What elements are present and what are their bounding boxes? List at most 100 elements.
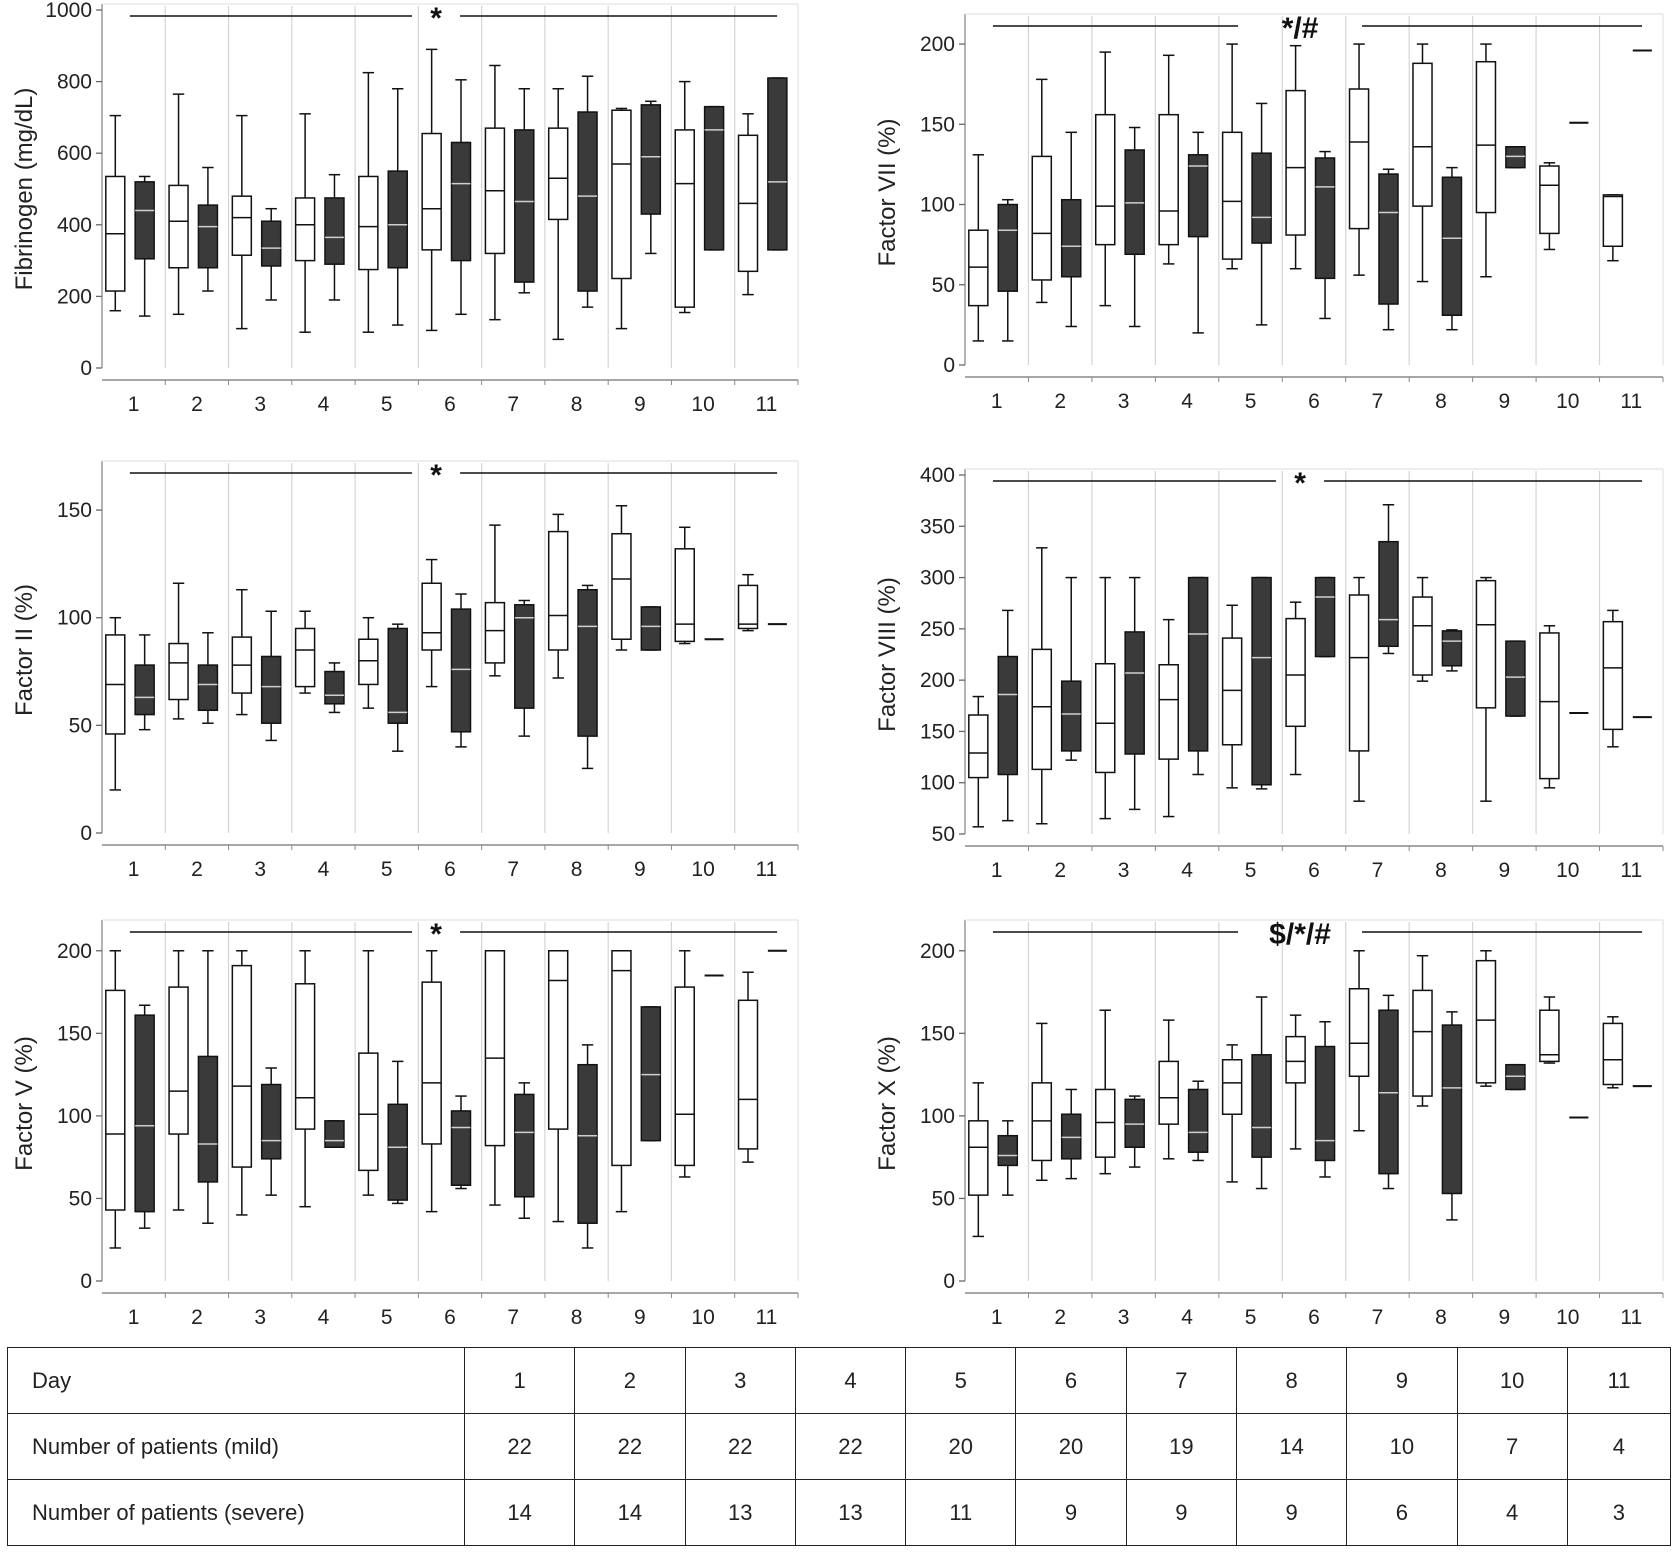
box-iqr bbox=[1285, 617, 1306, 728]
box-mild bbox=[1348, 43, 1370, 276]
box-mild bbox=[1285, 1014, 1306, 1150]
box-iqr bbox=[1221, 131, 1243, 260]
box-severe bbox=[1378, 503, 1399, 655]
box-iqr bbox=[737, 999, 759, 1150]
box-iqr bbox=[1060, 680, 1082, 752]
box-iqr bbox=[105, 989, 126, 1211]
x-tick-label: 2 bbox=[1054, 859, 1066, 882]
box-severe bbox=[1251, 102, 1272, 326]
box-iqr bbox=[577, 1063, 598, 1224]
box-severe bbox=[260, 610, 282, 742]
x-tick-label: 4 bbox=[1181, 1306, 1193, 1329]
box-iqr bbox=[1285, 1035, 1306, 1084]
y-axis-label: Factor II (%) bbox=[11, 584, 38, 716]
box-iqr bbox=[1602, 1022, 1624, 1086]
y-tick-label: 0 bbox=[80, 1270, 92, 1293]
y-tick-label: 100 bbox=[920, 772, 955, 795]
x-tick-label: 5 bbox=[381, 393, 393, 416]
box-iqr bbox=[197, 204, 219, 269]
x-tick-label: 11 bbox=[755, 393, 777, 416]
box-iqr bbox=[168, 642, 189, 701]
box-severe bbox=[450, 79, 472, 316]
box-mild bbox=[358, 950, 379, 1196]
x-tick-label: 4 bbox=[318, 393, 330, 416]
table-cell: 20 bbox=[905, 1413, 1017, 1480]
box-iqr bbox=[1412, 62, 1433, 207]
box-severe bbox=[387, 1060, 408, 1205]
box-mild bbox=[737, 113, 759, 296]
table-cell: 22 bbox=[463, 1413, 576, 1480]
box-iqr bbox=[231, 964, 253, 1168]
box-iqr bbox=[197, 664, 219, 712]
box-mild bbox=[484, 524, 506, 677]
box-iqr bbox=[674, 986, 695, 1167]
table-cell: 9 bbox=[1125, 1479, 1237, 1546]
table-cell: 1 bbox=[463, 1347, 576, 1414]
box-severe bbox=[134, 1004, 155, 1229]
box-iqr bbox=[1060, 198, 1082, 278]
box-severe bbox=[197, 950, 219, 1224]
y-tick-label: 0 bbox=[943, 354, 955, 377]
box-severe bbox=[577, 584, 598, 770]
box-mild bbox=[421, 558, 442, 688]
table-cell: 6 bbox=[1015, 1347, 1127, 1414]
box-severe bbox=[1187, 576, 1209, 776]
x-tick-label: 11 bbox=[755, 858, 777, 881]
box-iqr bbox=[484, 950, 506, 1147]
box-iqr bbox=[387, 627, 408, 724]
box-mild bbox=[1412, 576, 1433, 682]
y-tick-label: 0 bbox=[80, 822, 92, 845]
box-severe bbox=[577, 75, 598, 308]
box-mild bbox=[1158, 618, 1179, 818]
chart-panel: 0 200 400 600 800 1000 1 2 3 4 5 6 7 8 9 10 11 Fibrinogen… bbox=[11, 0, 799, 416]
x-tick-label: 9 bbox=[1499, 1306, 1511, 1329]
significance-marker: * bbox=[430, 459, 442, 492]
box-iqr bbox=[997, 203, 1019, 292]
box-iqr bbox=[968, 714, 989, 779]
box-iqr bbox=[168, 986, 189, 1135]
box-iqr bbox=[134, 664, 155, 716]
box-iqr bbox=[231, 195, 253, 256]
box-iqr bbox=[358, 175, 379, 271]
box-iqr bbox=[514, 604, 535, 709]
x-tick-label: 11 bbox=[755, 1306, 777, 1329]
box-severe bbox=[997, 609, 1019, 822]
box-severe bbox=[577, 1044, 598, 1249]
box-severe bbox=[1251, 996, 1272, 1190]
box-mild bbox=[168, 93, 189, 316]
table-cell-label: Number of patients (mild) bbox=[7, 1413, 465, 1480]
box-mild bbox=[1221, 604, 1243, 789]
x-tick-label: 4 bbox=[318, 858, 330, 881]
box-iqr bbox=[260, 655, 282, 724]
x-tick-label: 7 bbox=[507, 393, 519, 416]
box-severe bbox=[1314, 150, 1336, 320]
box-severe bbox=[134, 634, 155, 731]
x-tick-label: 9 bbox=[1499, 390, 1511, 413]
box-mild bbox=[1348, 576, 1370, 802]
x-tick-label: 3 bbox=[254, 393, 266, 416]
box-severe bbox=[1060, 131, 1082, 328]
y-tick-label: 200 bbox=[920, 669, 955, 692]
y-tick-label: 200 bbox=[920, 33, 955, 56]
box-mild bbox=[1031, 78, 1053, 304]
box-iqr bbox=[294, 627, 316, 688]
x-tick-label: 10 bbox=[691, 1306, 714, 1329]
box-iqr bbox=[421, 582, 442, 651]
box-iqr bbox=[358, 1052, 379, 1172]
y-tick-label: 1000 bbox=[45, 0, 92, 22]
box-iqr bbox=[294, 983, 316, 1130]
box-iqr bbox=[1348, 88, 1370, 230]
box-mild bbox=[421, 950, 442, 1213]
box-iqr bbox=[997, 655, 1019, 776]
box-mild bbox=[1031, 1022, 1053, 1182]
box-mild bbox=[231, 950, 253, 1216]
box-iqr bbox=[1348, 594, 1370, 752]
box-severe bbox=[1378, 168, 1399, 331]
box-mild bbox=[168, 582, 189, 720]
box-iqr bbox=[1602, 620, 1624, 731]
box-iqr bbox=[260, 1083, 282, 1160]
box-iqr bbox=[1505, 1063, 1526, 1091]
x-tick-label: 2 bbox=[191, 1306, 203, 1329]
box-iqr bbox=[1221, 637, 1243, 746]
box-iqr bbox=[1412, 596, 1433, 676]
